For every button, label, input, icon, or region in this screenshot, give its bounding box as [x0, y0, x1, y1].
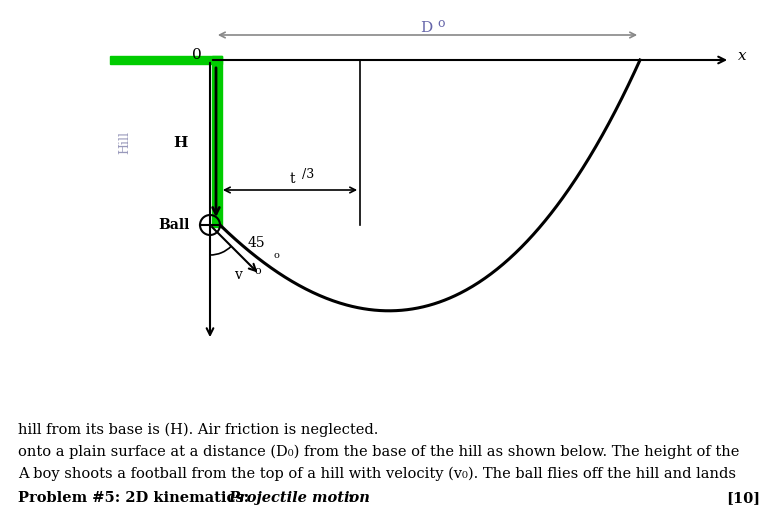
Text: D: D	[420, 21, 432, 35]
Text: Projectile motion: Projectile motion	[228, 491, 370, 505]
Text: o: o	[437, 17, 444, 30]
Text: A boy shoots a football from the top of a hill with velocity (v₀). The ball flie: A boy shoots a football from the top of …	[18, 467, 736, 481]
Text: /3: /3	[302, 168, 314, 181]
Text: o: o	[254, 267, 261, 277]
Text: 45: 45	[248, 236, 265, 250]
Text: :: :	[348, 491, 353, 505]
Text: x: x	[738, 49, 747, 63]
Text: hill from its base is (H). Air friction is neglected.: hill from its base is (H). Air friction …	[18, 423, 378, 437]
Text: t: t	[289, 172, 295, 186]
Text: 0: 0	[192, 48, 202, 62]
Bar	[212, 56, 222, 227]
Text: v: v	[233, 269, 241, 282]
Text: o: o	[274, 251, 280, 260]
Text: H: H	[173, 136, 187, 150]
Text: [10]: [10]	[726, 491, 760, 505]
Bar	[110, 56, 222, 64]
Text: Ball: Ball	[159, 218, 190, 232]
Text: Hill: Hill	[118, 131, 131, 155]
Text: onto a plain surface at a distance (D₀) from the base of the hill as shown below: onto a plain surface at a distance (D₀) …	[18, 445, 739, 460]
Text: Problem #5: 2D kinematics:: Problem #5: 2D kinematics:	[18, 491, 254, 505]
